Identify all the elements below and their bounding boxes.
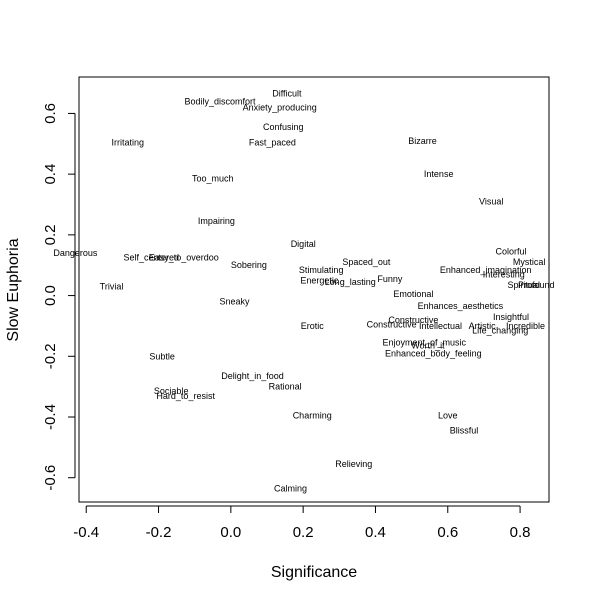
point-label: Self_centered — [124, 253, 180, 263]
point-label: Sobering — [231, 260, 267, 270]
point-label: Fast_paced — [249, 137, 296, 147]
point-label: Dangerous — [53, 248, 98, 258]
point-label: Too_much — [192, 174, 234, 184]
y-tick-label: 0.2 — [42, 224, 59, 245]
point-label: Delight_in_food — [221, 371, 284, 381]
point-label: Enhanced_body_feeling — [385, 348, 482, 358]
y-tick-label: 0.6 — [42, 103, 59, 124]
point-label: Energetic — [300, 275, 339, 285]
point-label: Enhances_aesthetics — [418, 301, 504, 311]
point-label: Sociable — [154, 386, 189, 396]
point-label: Blissful — [450, 426, 479, 436]
point-label: Bodily_discomfort — [184, 96, 256, 106]
point-label: Spiritual — [507, 280, 540, 290]
point-label: Mystical — [513, 257, 546, 267]
x-axis: -0.4 -0.2 0.0 0.2 0.4 0.6 0.8 — [73, 505, 531, 541]
point-label: Funny — [377, 274, 403, 284]
x-tick-label: 0.4 — [365, 524, 386, 541]
point-label: Emotional — [393, 289, 433, 299]
plot-frame — [78, 76, 550, 503]
y-tick-label: -0.2 — [42, 343, 59, 369]
point-label: Constructive — [388, 315, 438, 325]
point-label: Difficult — [272, 89, 302, 99]
point-label: Relieving — [335, 459, 372, 469]
x-tick-label: 0.6 — [437, 524, 458, 541]
point-label: Subtle — [149, 351, 175, 361]
x-tick-label: -0.4 — [73, 524, 99, 541]
point-label: Incredible — [506, 321, 545, 331]
x-tick-label: 0.2 — [293, 524, 314, 541]
point-label: Constructive — [367, 319, 417, 329]
point-label: Irritating — [112, 137, 145, 147]
point-label: Life_changing — [472, 326, 528, 336]
point-label: Long_lasting — [325, 277, 376, 287]
point-label: Bizarre — [408, 136, 437, 146]
y-tick-label: 0.0 — [42, 285, 59, 306]
point-labels: Difficult Bodily_discomfortAnxiety_produc… — [53, 89, 554, 494]
point-label: Hard_to_resist — [156, 391, 215, 401]
y-tick-label: -0.6 — [42, 465, 59, 491]
point-label: Insightful — [493, 312, 529, 322]
point-label: Spaced_out — [342, 257, 391, 267]
point-label: Charming — [293, 411, 332, 421]
point-label: Profound — [518, 280, 555, 290]
point-label: Easy_to_overdoo — [149, 253, 219, 263]
x-axis-title: Significance — [271, 564, 357, 581]
y-tick-label: 0.4 — [42, 164, 59, 185]
point-label: Worth_it — [411, 341, 445, 351]
point-label: Confusing — [263, 122, 304, 132]
point-label: Trivial — [100, 282, 124, 292]
point-label: Interesting — [483, 269, 525, 279]
point-label: Digital — [291, 239, 316, 249]
point-label: Enhanced_imagination — [440, 265, 532, 275]
point-label: Love — [438, 411, 458, 421]
y-tick-label: -0.4 — [42, 404, 59, 430]
point-label: Stimulating — [299, 265, 344, 275]
x-tick-label: 0.0 — [220, 524, 241, 541]
x-tick-label: -0.2 — [146, 524, 172, 541]
point-label: Visual — [479, 197, 503, 207]
point-label: Enjoyment_of_music — [383, 338, 467, 348]
y-axis-title: Slow Euphoria — [5, 238, 22, 341]
point-label: Erotic — [301, 321, 325, 331]
point-label: Colorful — [495, 247, 526, 257]
point-label: Artistic — [469, 321, 497, 331]
point-label: Intense — [424, 169, 454, 179]
point-label: Impairing — [198, 216, 235, 226]
point-label: Sneaky — [219, 297, 250, 307]
y-axis: -0.6 -0.4 -0.2 0.0 0.2 0.4 0.6 — [42, 103, 76, 491]
point-label: Intellectual — [419, 321, 462, 331]
point-label: Rational — [269, 382, 302, 392]
x-tick-label: 0.8 — [510, 524, 531, 541]
point-label: Anxiety_producing — [243, 102, 317, 112]
point-label: Calming — [274, 483, 307, 493]
